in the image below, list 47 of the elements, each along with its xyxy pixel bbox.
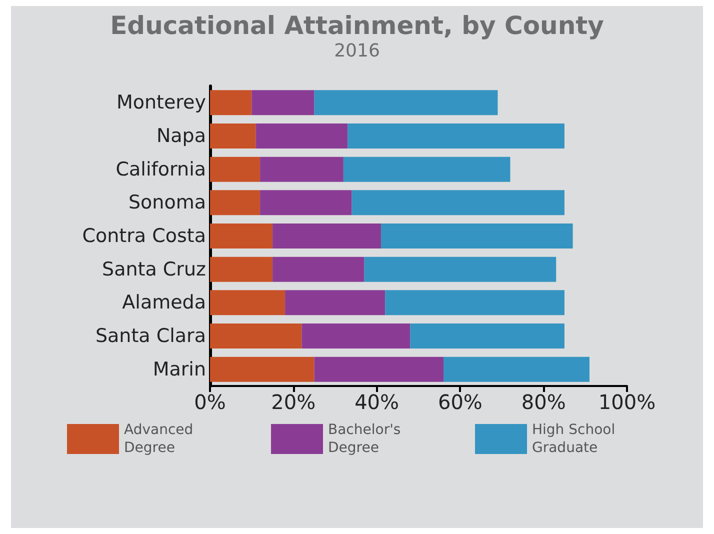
- bar: [343, 156, 510, 182]
- bar: [385, 290, 564, 316]
- bar: [260, 156, 344, 182]
- x-tick-label: 0%: [194, 390, 226, 414]
- y-tick-label: Monterey: [116, 92, 206, 114]
- bar: [210, 290, 286, 316]
- bar: [302, 324, 410, 348]
- bar: [314, 90, 498, 116]
- bar: [210, 90, 252, 116]
- y-tick-label: Santa Clara: [95, 325, 206, 347]
- bar: [210, 224, 273, 248]
- legend-label: High School Graduate: [532, 422, 620, 456]
- y-tick-label: Marin: [152, 358, 206, 380]
- bar: [272, 224, 381, 248]
- bar: [256, 124, 348, 148]
- bar: [210, 156, 260, 182]
- bar: [285, 290, 386, 316]
- bar: [314, 356, 444, 382]
- bar: [210, 256, 273, 282]
- bar: [210, 356, 314, 382]
- bar: [410, 324, 564, 348]
- chart-title: Educational Attainment, by County: [110, 11, 604, 40]
- x-tick-label: 20%: [271, 390, 316, 414]
- y-tick-label: Santa Cruz: [102, 258, 206, 280]
- bar: [380, 224, 573, 248]
- x-tick-label: 60%: [438, 390, 482, 414]
- legend-label: Advanced Degree: [124, 422, 198, 456]
- x-tick-label: 40%: [354, 390, 400, 414]
- bar: [252, 90, 314, 116]
- legend-label: Bachelor's Degree: [328, 422, 406, 456]
- bar: [260, 190, 352, 216]
- bar: [210, 124, 256, 148]
- x-tick-label: 100%: [598, 390, 656, 414]
- bar: [210, 190, 260, 216]
- bar: [348, 124, 564, 148]
- bar: [352, 190, 564, 216]
- bar: [210, 324, 302, 348]
- y-tick-label: Alameda: [122, 292, 206, 314]
- bar: [272, 256, 364, 282]
- y-tick-label: Contra Costa: [82, 225, 206, 247]
- x-tick-label: 80%: [521, 390, 566, 414]
- bar: [364, 256, 556, 282]
- bar: [444, 356, 590, 382]
- y-tick-label: Sonoma: [128, 192, 206, 214]
- y-tick-label: California: [116, 158, 206, 180]
- y-tick-label: Napa: [156, 125, 206, 147]
- chart-subtitle: 2016: [334, 40, 380, 62]
